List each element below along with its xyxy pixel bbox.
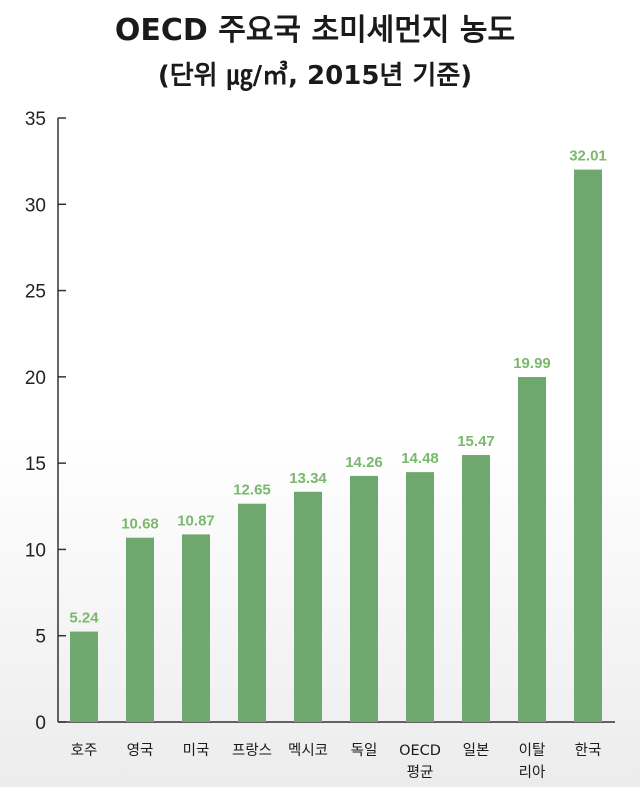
data-label: 14.26 [345,454,383,471]
x-tick-label: OECD [399,743,441,759]
x-tick-label: 평균 [407,764,434,781]
y-tick-label: 15 [25,454,46,475]
bar [70,631,98,722]
data-label: 5.24 [69,610,99,627]
data-label: 32.01 [569,148,607,165]
y-tick-label: 20 [25,368,46,389]
x-tick-label: 리아 [519,764,546,781]
x-tick-label: 멕시코 [288,742,328,759]
x-tick-label: 영국 [127,742,154,759]
x-tick-label: 호주 [71,743,98,759]
bar [126,537,154,722]
y-tick-label: 5 [35,627,46,648]
data-label: 10.68 [121,516,159,533]
bars [70,169,602,722]
y-tick-label: 0 [35,713,46,734]
chart-title: OECD 주요국 초미세먼지 농도 [115,13,515,48]
bar [294,491,322,722]
bar [406,472,434,722]
data-label: 19.99 [513,355,551,372]
bar [350,475,378,722]
data-label: 10.87 [177,512,215,529]
data-label: 14.48 [401,450,439,467]
bar [518,377,546,722]
data-label: 13.34 [289,470,327,487]
labels: 5.24 호주 10.68 영국 10.87 미국 12.65 프랑스 13.34 멕시코 14.2… [69,148,606,781]
chart-subtitle: (단위 ㎍/㎥, 2015년 기준) [158,60,472,92]
x-tick-label: 한국 [575,742,602,759]
data-label: 15.47 [457,433,495,450]
y-tick-label: 10 [25,540,46,561]
x-tick-label: 독일 [351,742,378,759]
x-tick-label: 미국 [183,742,210,759]
data-label: 12.65 [233,482,271,499]
y-tick-label: 30 [25,195,46,216]
x-tick-label: 프랑스 [232,742,272,759]
x-tick-label: 이탈 [519,742,546,759]
bar [182,534,210,722]
y-tick-label: 25 [25,282,46,303]
y-tick-label: 35 [25,109,46,130]
bar [574,169,602,722]
bar [238,503,266,722]
x-tick-label: 일본 [463,742,490,759]
bar [462,455,490,722]
